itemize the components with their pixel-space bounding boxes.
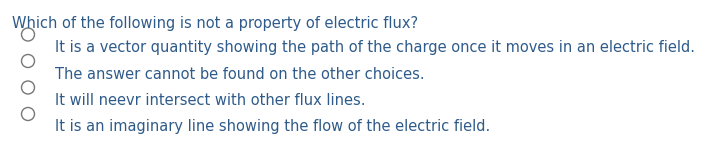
Text: It is a vector quantity showing the path of the charge once it moves in an elect: It is a vector quantity showing the path… [55,40,695,55]
Text: The answer cannot be found on the other choices.: The answer cannot be found on the other … [55,67,425,82]
Text: It is an imaginary line showing the flow of the electric field.: It is an imaginary line showing the flow… [55,119,490,134]
Text: Which of the following is not a property of electric flux?: Which of the following is not a property… [12,16,418,31]
Text: It will neevr intersect with other flux lines.: It will neevr intersect with other flux … [55,93,366,108]
